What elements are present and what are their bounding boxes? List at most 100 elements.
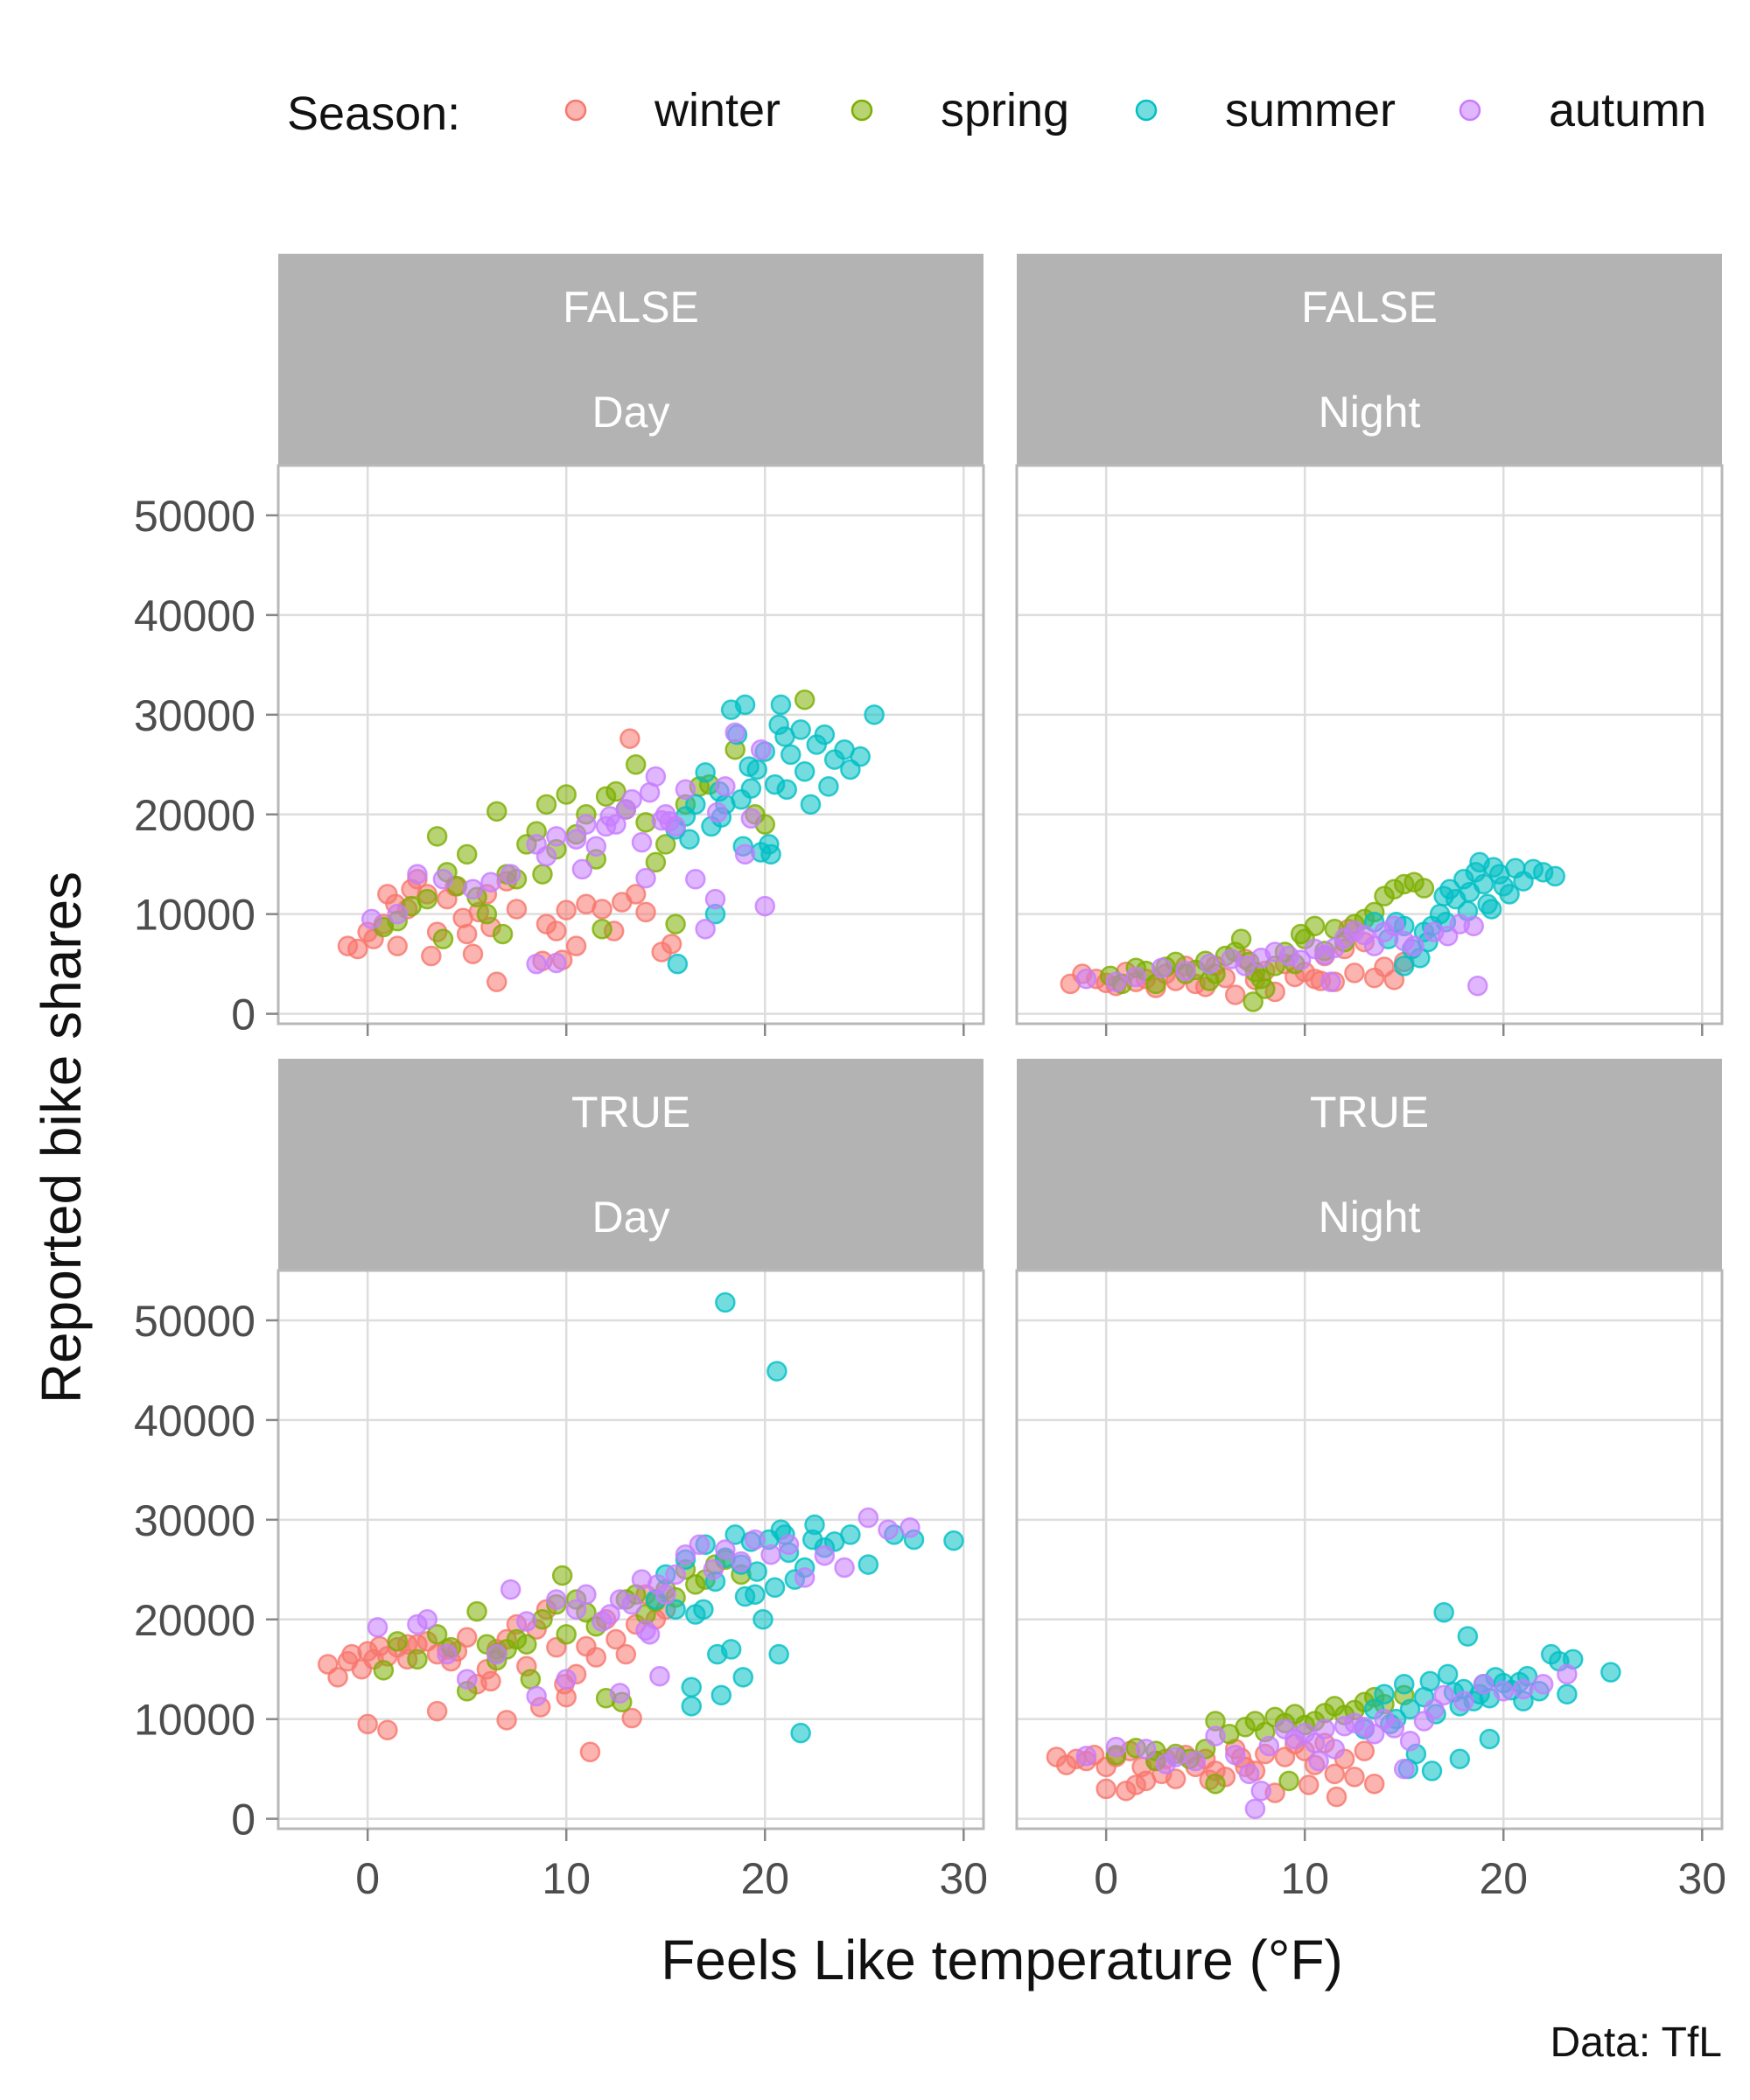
data-point-summer xyxy=(734,694,756,716)
data-point-summer xyxy=(858,1554,879,1575)
data-point-winter xyxy=(1298,1774,1320,1796)
data-point-winter xyxy=(456,1627,478,1648)
data-point-spring xyxy=(665,914,686,934)
data-point-autumn xyxy=(387,903,408,925)
y-tick-label: 10000 xyxy=(134,891,256,940)
data-point-winter xyxy=(456,923,478,945)
data-point-summer xyxy=(814,724,836,746)
points-false-night xyxy=(1060,851,1566,1012)
legend-key-autumn xyxy=(1459,99,1481,122)
data-point-summer xyxy=(693,1599,714,1620)
data-point-autumn xyxy=(1235,956,1256,976)
data-point-autumn xyxy=(1125,966,1146,988)
data-point-autumn xyxy=(703,1559,724,1580)
data-point-spring xyxy=(416,888,438,910)
data-point-winter xyxy=(347,938,368,960)
data-point-autumn xyxy=(621,1593,642,1615)
data-point-summer xyxy=(681,1676,702,1698)
data-point-summer xyxy=(818,776,839,797)
data-point-autumn xyxy=(900,1517,920,1538)
data-point-summer xyxy=(752,1609,774,1630)
data-point-summer xyxy=(1437,1663,1459,1685)
data-point-spring xyxy=(532,864,553,885)
data-point-summer xyxy=(665,1599,686,1620)
points-true-day xyxy=(318,1292,964,1763)
x-tick-label: 10 xyxy=(542,1854,591,1903)
data-point-autumn xyxy=(500,864,522,885)
data-point-winter xyxy=(546,920,567,942)
data-point-summer xyxy=(715,1292,736,1313)
data-point-autumn xyxy=(1175,960,1196,982)
data-point-spring xyxy=(654,834,676,855)
data-point-winter xyxy=(585,1647,607,1668)
panel-false-night: FALSE Night xyxy=(1015,254,1724,1036)
data-point-autumn xyxy=(599,806,620,827)
data-point-autumn xyxy=(621,788,642,810)
data-point-winter xyxy=(615,1643,637,1665)
data-point-autumn xyxy=(635,1620,656,1642)
y-tick-label: 30000 xyxy=(134,1496,256,1545)
data-point-autumn xyxy=(1320,971,1341,992)
y-tick-label: 30000 xyxy=(134,691,256,740)
data-point-autumn xyxy=(1199,953,1220,975)
data-point-winter xyxy=(606,1628,626,1650)
data-point-winter xyxy=(579,1741,601,1763)
legend-key-winter xyxy=(564,99,587,122)
data-point-summer xyxy=(768,1643,789,1665)
data-point-autumn xyxy=(814,1545,836,1566)
data-point-winter xyxy=(625,884,647,905)
data-point-autumn xyxy=(1324,1739,1346,1760)
data-point-spring xyxy=(426,826,448,847)
data-point-autumn xyxy=(571,858,593,880)
data-point-summer xyxy=(794,761,816,782)
data-point-winter xyxy=(621,1707,642,1729)
data-point-autumn xyxy=(1433,1684,1454,1706)
data-point-spring xyxy=(794,689,816,710)
data-point-autumn xyxy=(546,1589,567,1610)
data-point-autumn xyxy=(432,869,454,890)
data-point-autumn xyxy=(834,1557,855,1578)
data-point-autumn xyxy=(654,1584,676,1606)
caption: Data: TfL xyxy=(1550,2020,1722,2066)
data-point-autumn xyxy=(1105,1736,1127,1758)
data-point-summer xyxy=(790,1722,811,1744)
data-point-winter xyxy=(327,1667,348,1688)
y-tick-label: 20000 xyxy=(134,791,256,840)
data-point-summer xyxy=(770,694,792,716)
data-point-spring xyxy=(1413,878,1435,899)
data-point-winter xyxy=(1383,970,1405,990)
legend-title: Season: xyxy=(287,88,460,140)
data-point-summer xyxy=(764,1577,786,1599)
data-point-summer xyxy=(840,1524,861,1545)
data-point-autumn xyxy=(1151,957,1172,978)
data-point-spring xyxy=(625,754,647,775)
data-point-autumn xyxy=(750,738,772,760)
data-point-summer xyxy=(731,788,752,810)
data-point-spring xyxy=(645,851,667,873)
data-point-summer xyxy=(1499,884,1520,905)
data-point-summer xyxy=(766,1361,788,1382)
data-point-autumn xyxy=(1238,1763,1260,1785)
data-point-autumn xyxy=(665,1564,686,1586)
data-point-summer xyxy=(745,1584,766,1606)
data-point-autumn xyxy=(645,766,667,788)
data-point-autumn xyxy=(675,779,696,801)
data-point-autumn xyxy=(649,1665,670,1687)
data-point-summer xyxy=(790,719,811,740)
legend-item-summer: summer xyxy=(1135,84,1396,136)
data-point-spring xyxy=(456,844,478,865)
data-point-summer xyxy=(1374,1684,1395,1704)
data-point-autumn xyxy=(546,826,567,847)
data-point-autumn xyxy=(556,1669,577,1690)
data-point-autumn xyxy=(1399,1730,1421,1752)
data-point-autumn xyxy=(609,1683,631,1704)
data-point-winter xyxy=(1096,1778,1116,1800)
data-point-autumn xyxy=(486,1643,508,1665)
data-point-winter xyxy=(635,901,656,923)
data-point-winter xyxy=(556,900,577,920)
strip-label-true-day-0: TRUE xyxy=(571,1088,690,1137)
data-point-autumn xyxy=(576,1584,597,1606)
data-point-spring xyxy=(1205,1773,1226,1795)
panel-true-day: TRUE Day 0 10000 20000 30000 40000 50000 0 10 20 30 xyxy=(134,1059,988,1903)
panel-true-night: TRUE Night 0 10 20 30 xyxy=(1015,1059,1726,1903)
